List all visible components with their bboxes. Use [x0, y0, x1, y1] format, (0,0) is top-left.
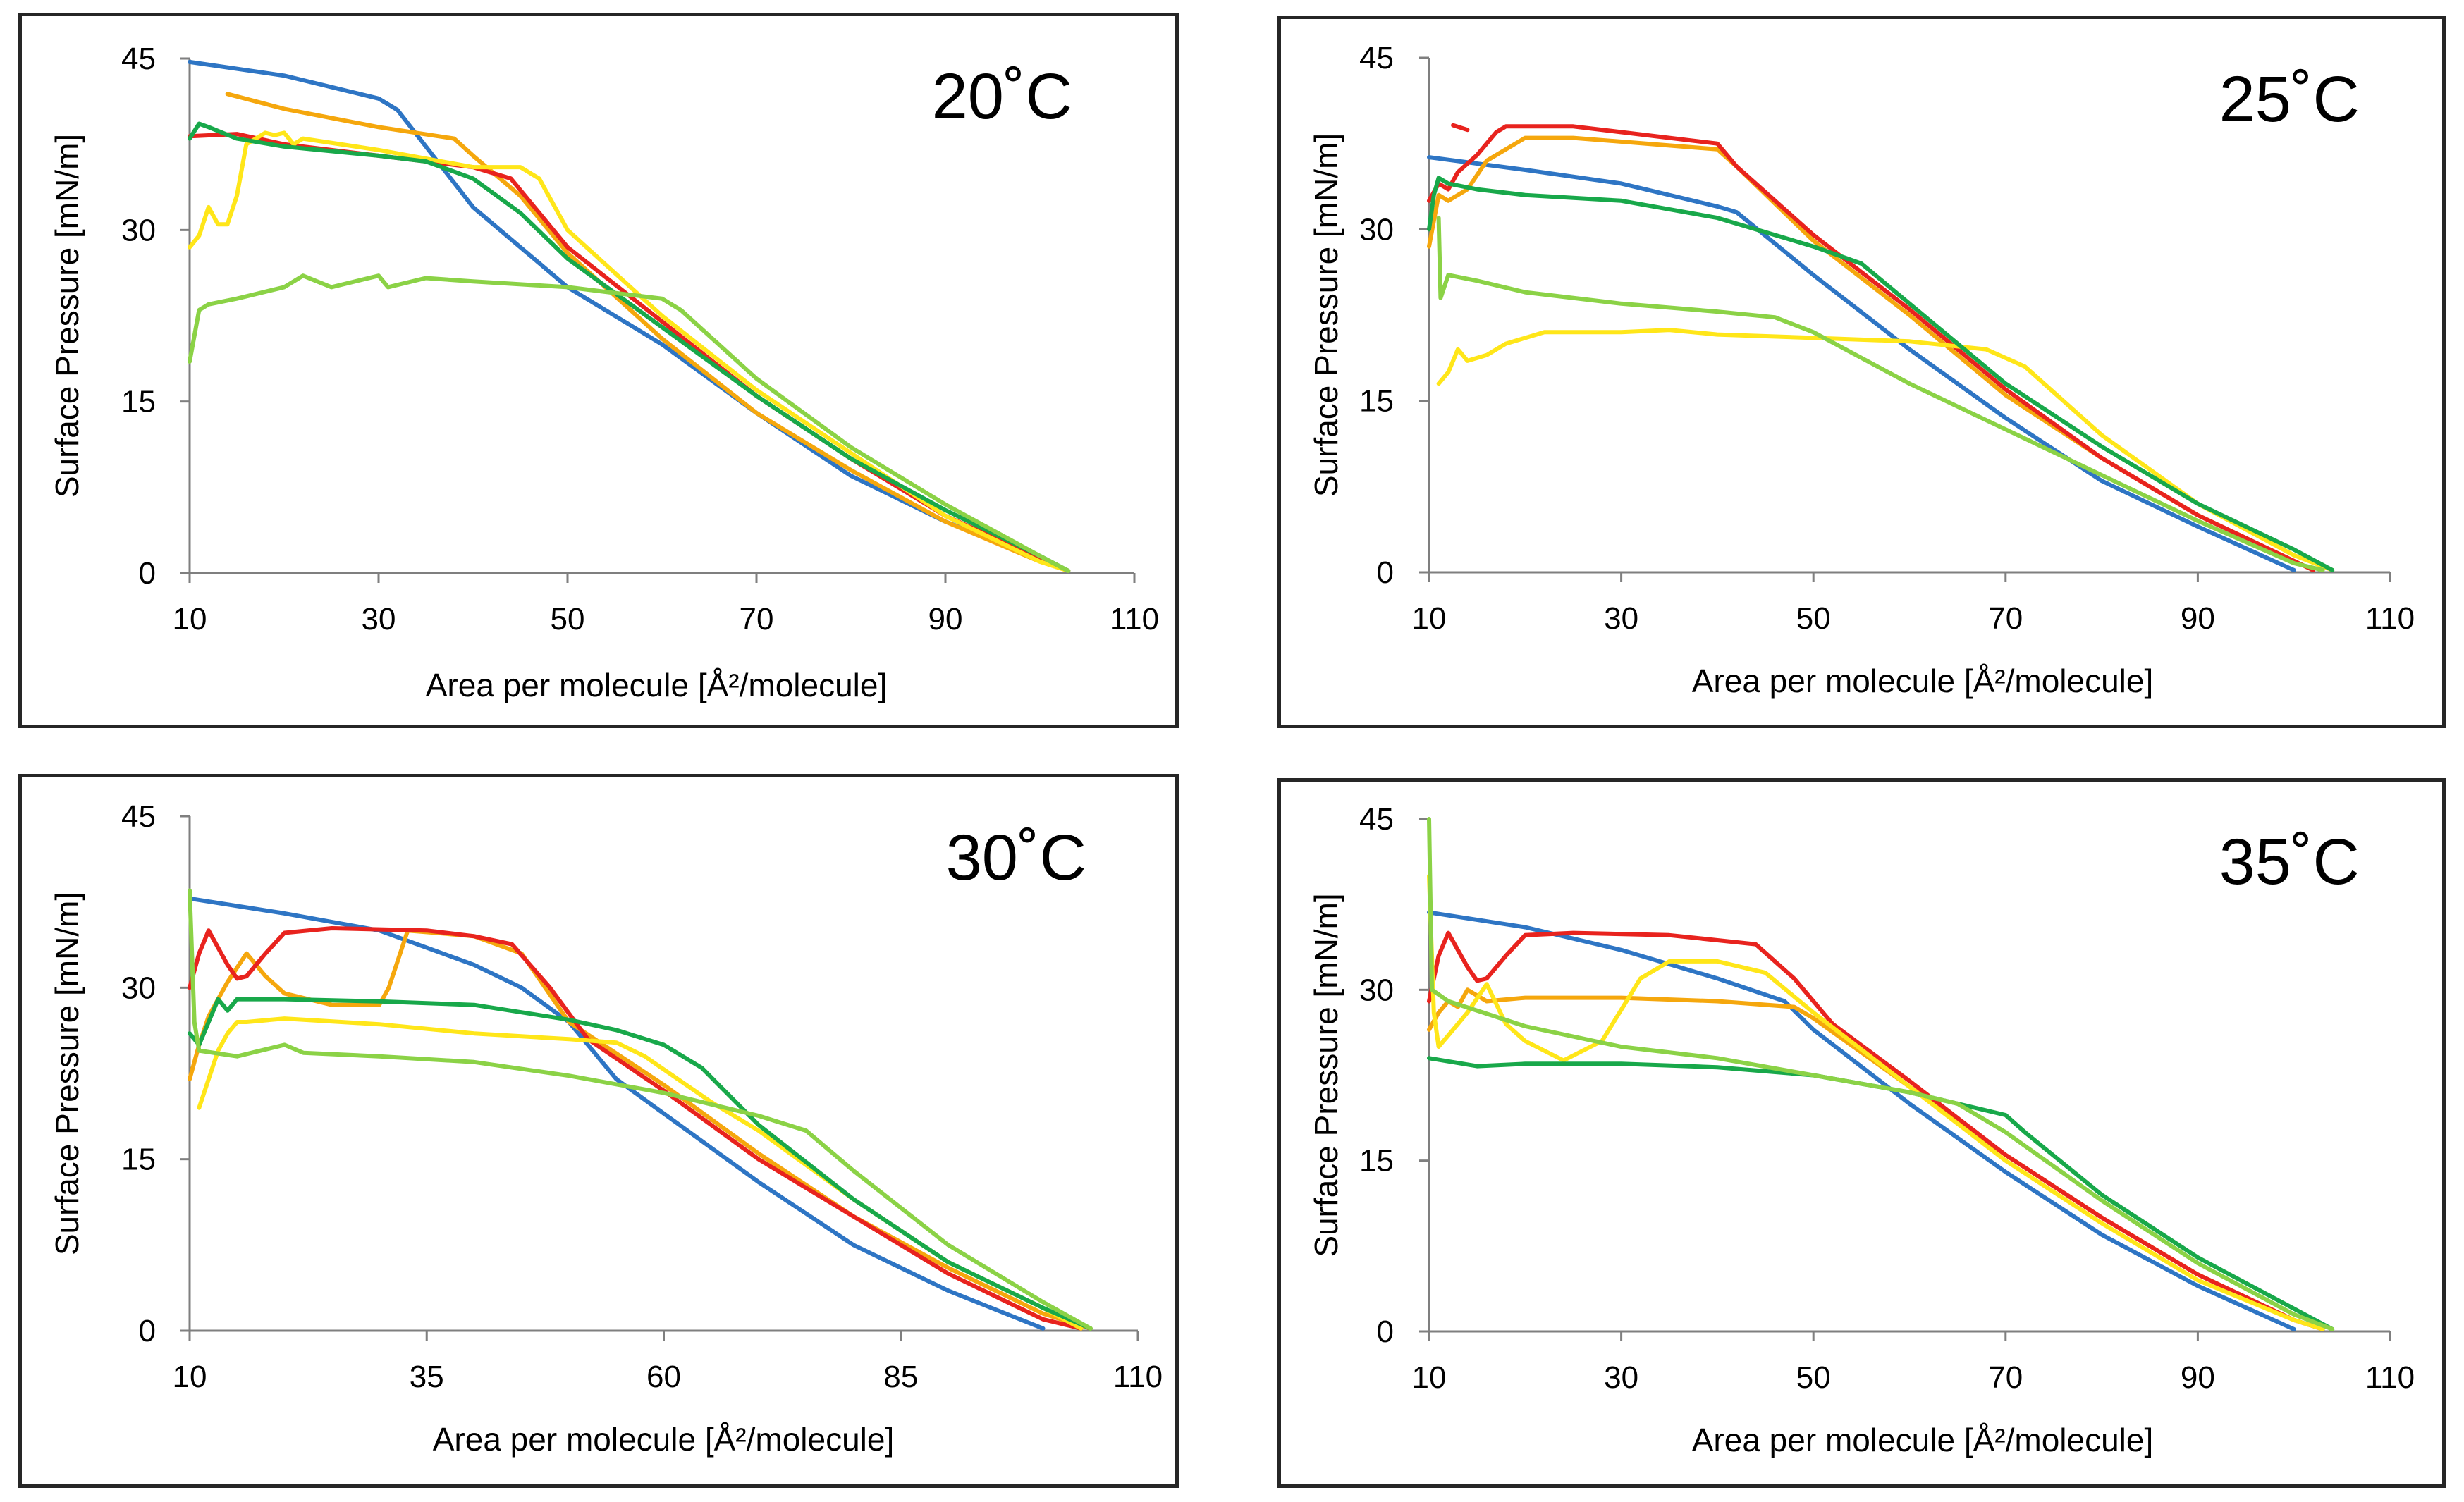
series-line-blue [188, 59, 1071, 573]
series-line-green [188, 121, 1071, 573]
x-tick-label: 50 [1796, 601, 1831, 636]
y-tick-label: 0 [139, 556, 156, 591]
x-tick-label: 110 [1113, 1360, 1163, 1394]
x-tick-label: 110 [1110, 602, 1159, 636]
series-line-red [1427, 124, 2315, 572]
series-line-green [1427, 176, 2335, 572]
chart-svg: 0 15 30 45 10 30 50 70 90 110 25˚C Area per molecul… [1308, 41, 2415, 699]
y-tick-label: 45 [1359, 41, 1394, 75]
series-line-yellow [188, 130, 1071, 573]
series-line-blue [1427, 910, 2296, 1331]
y-tick-label: 30 [121, 213, 156, 247]
y-tick-label: 15 [121, 1143, 156, 1177]
series-line-red [188, 926, 1084, 1331]
chart-panel-35c: 0 15 30 45 10 30 50 70 90 110 35˚C Area per molecul… [1277, 778, 2446, 1488]
x-tick-label: 110 [2365, 601, 2415, 636]
y-tick-label: 30 [121, 971, 156, 1005]
x-tick-label: 50 [1796, 1360, 1831, 1395]
y-tick-label: 15 [1359, 384, 1394, 419]
temperature-label: 20˚C [932, 61, 1072, 133]
y-tick-label: 0 [1377, 555, 1394, 590]
y-tick-label: 45 [121, 42, 156, 76]
x-tick-label: 10 [173, 602, 207, 636]
temperature-label: 35˚C [2219, 826, 2360, 898]
series-line-orange [188, 928, 1093, 1331]
y-tick-label: 45 [121, 799, 156, 834]
x-tick-label: 35 [410, 1360, 444, 1394]
x-tick-label: 10 [1412, 1360, 1447, 1395]
y-tick-label: 0 [1377, 1315, 1394, 1349]
series-line-yellow [197, 1016, 1084, 1331]
y-tick-label: 45 [1359, 802, 1394, 837]
x-tick-label: 70 [1988, 601, 2023, 636]
chart-svg: 0 15 30 45 10 30 50 70 90 110 20˚C Area per molecul… [49, 42, 1159, 703]
chart-svg: 0 15 30 45 10 30 50 70 90 110 35˚C Area per molecul… [1308, 802, 2415, 1458]
y-tick-label: 30 [1359, 212, 1394, 247]
series-line-light-green [1436, 216, 2325, 572]
x-tick-label: 30 [1604, 1360, 1638, 1395]
y-axis-title: Surface Pressure [mN/m] [1308, 893, 1344, 1257]
x-axis-title: Area per molecule [Å²/molecule] [426, 667, 888, 703]
y-tick-label: 15 [121, 385, 156, 419]
x-axis-title: Area per molecule [Å²/molecule] [433, 1421, 895, 1458]
x-tick-label: 30 [1604, 601, 1638, 636]
x-tick-label: 50 [551, 602, 585, 636]
series-line-yellow [1436, 328, 2335, 572]
series-line-orange [1427, 987, 2325, 1331]
series-line-green [1427, 1056, 2335, 1331]
x-tick-label: 30 [362, 602, 396, 636]
x-tick-label: 70 [740, 602, 774, 636]
series-line-blue [1427, 155, 2296, 572]
x-tick-label: 60 [646, 1360, 681, 1394]
chart-panel-20c: 0 15 30 45 10 30 50 70 90 110 20˚C Area per molecul… [18, 13, 1179, 728]
y-axis-title: Surface Pressure [mN/m] [1308, 133, 1344, 497]
x-tick-label: 10 [173, 1360, 207, 1394]
y-tick-label: 15 [1359, 1144, 1394, 1178]
x-tick-label: 110 [2365, 1360, 2415, 1395]
x-axis-title: Area per molecule [Å²/molecule] [1692, 663, 2154, 699]
series-line-light-green [1427, 817, 2335, 1331]
x-tick-label: 90 [2181, 601, 2215, 636]
x-tick-label: 90 [2181, 1360, 2215, 1395]
y-tick-label: 30 [1359, 973, 1394, 1007]
x-tick-label: 90 [928, 602, 963, 636]
series-line-light-green [188, 888, 1093, 1331]
x-tick-label: 70 [1988, 1360, 2023, 1395]
y-axis-title: Surface Pressure [mN/m] [49, 134, 85, 498]
y-tick-label: 0 [139, 1314, 156, 1348]
series-line-yellow [1427, 873, 2325, 1331]
temperature-label: 30˚C [946, 822, 1086, 894]
series-line-orange [225, 92, 1071, 573]
series-line-red [1427, 930, 2325, 1331]
x-tick-label: 10 [1412, 601, 1447, 636]
chart-panel-25c: 0 15 30 45 10 30 50 70 90 110 25˚C Area per molecul… [1277, 16, 2446, 728]
series-line-light-green [188, 273, 1071, 573]
x-tick-label: 85 [883, 1360, 918, 1394]
chart-svg: 0 15 30 45 10 35 60 85 110 30˚C Area per molecule … [49, 799, 1163, 1458]
series-line-red-dash [1451, 123, 1470, 133]
y-axis-title: Surface Pressure [mN/m] [49, 892, 85, 1255]
series-line-blue [188, 896, 1046, 1331]
temperature-label: 25˚C [2219, 63, 2360, 135]
x-axis-title: Area per molecule [Å²/molecule] [1692, 1422, 2154, 1458]
chart-panel-30c: 0 15 30 45 10 35 60 85 110 30˚C Area per molecule … [18, 774, 1179, 1488]
series-line-green [188, 997, 1093, 1331]
